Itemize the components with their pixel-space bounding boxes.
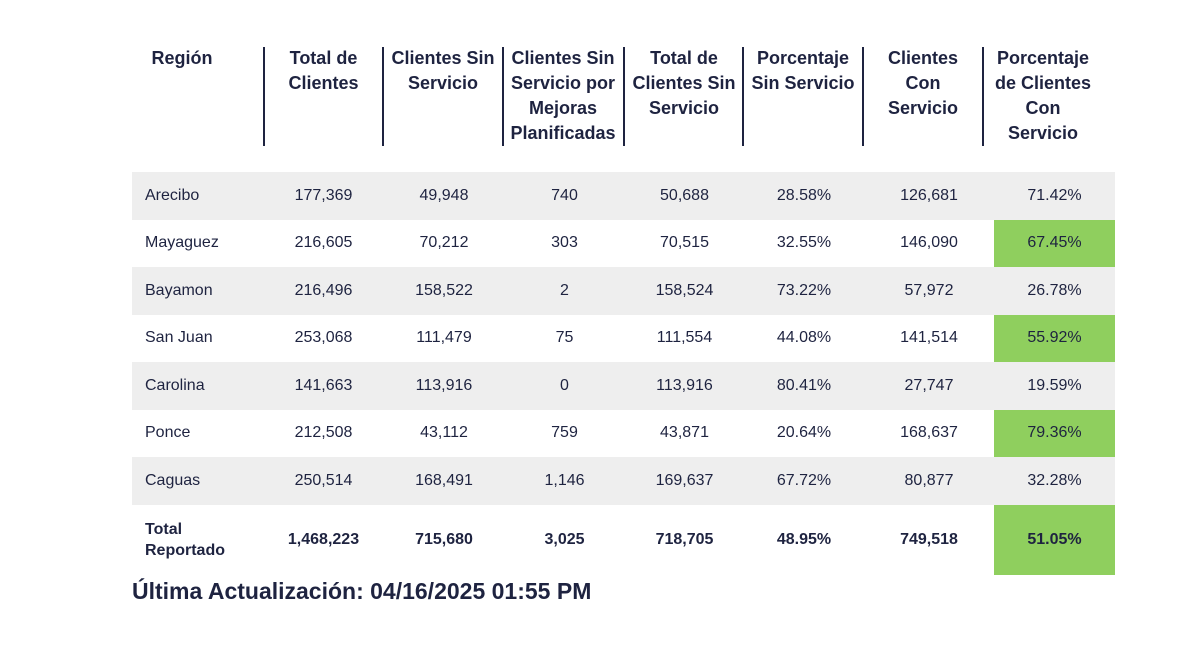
cell-total-clients: 216,496 <box>294 281 353 299</box>
cell-planned-improvements: 0 <box>560 376 569 394</box>
cell-total-without-service: 158,524 <box>655 281 714 299</box>
cell-total-clients: 1,468,223 <box>287 530 360 548</box>
cell-percent-without-service: 48.95% <box>776 530 832 548</box>
cell-region: Arecibo <box>145 186 200 204</box>
cell-planned-improvements: 2 <box>560 281 569 299</box>
total-row: Total Reportado 1,468,223 715,680 3,025 718,… <box>132 505 1115 575</box>
cell-total-clients: 216,605 <box>294 234 353 252</box>
last-updated-text: Última Actualización: 04/16/2025 01:55 P… <box>132 578 592 604</box>
cell-planned-improvements: 3,025 <box>544 530 585 548</box>
cell-percent-with-service: 19.59% <box>1027 376 1082 394</box>
cell-clients-without-service: 111,479 <box>416 329 472 347</box>
cell-clients-without-service: 70,212 <box>419 234 469 252</box>
cell-total-without-service: 70,515 <box>660 234 709 252</box>
cell-region: Carolina <box>145 376 205 394</box>
cell-percent-without-service: 67.72% <box>776 471 832 489</box>
cell-total-clients: 212,508 <box>294 424 353 442</box>
cell-percent-without-service: 20.64% <box>776 424 832 442</box>
header-divider <box>742 47 744 146</box>
cell-percent-without-service: 73.22% <box>776 281 832 299</box>
cell-planned-improvements: 759 <box>551 424 578 442</box>
table-row: Mayaguez 216,605 70,212 303 70,515 32.55% 146,… <box>132 220 1115 268</box>
cell-total-clients: 250,514 <box>294 471 353 489</box>
cell-total-without-service: 50,688 <box>660 186 709 204</box>
header-region: Región <box>151 48 213 68</box>
cell-clients-with-service: 57,972 <box>904 281 954 299</box>
table-row: Arecibo 177,369 49,948 740 50,688 28.58% 126,6… <box>132 172 1115 220</box>
cell-percent-with-service: 71.42% <box>1027 186 1082 204</box>
cell-total-without-service: 43,871 <box>660 424 709 442</box>
cell-region: Mayaguez <box>145 234 219 252</box>
cell-clients-without-service: 43,112 <box>420 424 468 442</box>
cell-region: Caguas <box>145 471 201 489</box>
outage-table: Región Total de Clientes Clientes Sin Se… <box>132 40 1115 575</box>
cell-region: Total Reportado <box>145 520 225 559</box>
cell-clients-with-service: 80,877 <box>904 471 954 489</box>
cell-total-without-service: 111,554 <box>656 329 713 347</box>
cell-planned-improvements: 75 <box>555 329 574 347</box>
header-clients-with-service: Clientes Con Servicio <box>887 48 959 118</box>
cell-clients-with-service: 749,518 <box>900 530 958 548</box>
table-row: Caguas 250,514 168,491 1,146 169,637 67.72% 80… <box>132 457 1115 505</box>
cell-clients-without-service: 168,491 <box>415 471 473 489</box>
cell-clients-without-service: 49,948 <box>419 186 469 204</box>
cell-percent-with-service: 32.28% <box>1027 471 1082 489</box>
header-total-clients: Total de Clientes <box>288 48 359 93</box>
cell-percent-with-service: 26.78% <box>1027 281 1082 299</box>
header-divider <box>502 47 504 146</box>
cell-percent-with-service: 55.92% <box>1027 329 1082 347</box>
table-row: Ponce 212,508 43,112 759 43,871 20.64% 168,637… <box>132 410 1115 458</box>
header-divider <box>862 47 864 146</box>
cell-percent-with-service: 79.36% <box>1027 424 1082 442</box>
cell-percent-without-service: 44.08% <box>776 329 832 347</box>
header-percent-with-service: Porcentaje de Clientes Con Servicio <box>994 48 1092 143</box>
header-clients-without-service: Clientes Sin Servicio <box>391 48 495 93</box>
cell-planned-improvements: 1,146 <box>544 471 585 489</box>
cell-total-clients: 253,068 <box>294 329 353 347</box>
cell-percent-with-service: 67.45% <box>1027 234 1082 252</box>
cell-planned-improvements: 740 <box>551 186 578 204</box>
header-divider <box>623 47 625 146</box>
cell-planned-improvements: 303 <box>551 234 578 252</box>
cell-total-without-service: 113,916 <box>656 376 713 394</box>
cell-total-clients: 141,663 <box>294 376 353 394</box>
cell-total-without-service: 169,637 <box>655 471 714 489</box>
header-total-without-service: Total de Clientes Sin Servicio <box>632 48 736 118</box>
header-divider <box>263 47 265 146</box>
cell-percent-without-service: 80.41% <box>776 376 832 394</box>
header-planned-improvements: Clientes Sin Servicio por Mejoras Planif… <box>510 48 616 143</box>
cell-clients-without-service: 715,680 <box>415 530 473 548</box>
table-row: San Juan 253,068 111,479 75 111,554 44.08% 141… <box>132 315 1115 363</box>
cell-total-without-service: 718,705 <box>655 530 714 548</box>
cell-region: Bayamon <box>145 281 213 299</box>
header-divider <box>382 47 384 146</box>
header-percent-without-service: Porcentaje Sin Servicio <box>751 48 855 93</box>
cell-clients-with-service: 146,090 <box>900 234 958 252</box>
cell-clients-with-service: 168,637 <box>900 424 958 442</box>
cell-total-clients: 177,369 <box>294 186 353 204</box>
table-row: Carolina 141,663 113,916 0 113,916 80.41% 27,7… <box>132 362 1115 410</box>
cell-clients-with-service: 27,747 <box>904 376 954 394</box>
cell-clients-without-service: 113,916 <box>415 376 473 394</box>
cell-percent-without-service: 32.55% <box>776 234 832 252</box>
header-divider <box>982 47 984 146</box>
cell-percent-with-service: 51.05% <box>1027 530 1082 548</box>
cell-region: Ponce <box>145 424 191 442</box>
cell-region: San Juan <box>145 329 213 347</box>
cell-clients-with-service: 126,681 <box>900 186 958 204</box>
cell-clients-without-service: 158,522 <box>415 281 473 299</box>
cell-clients-with-service: 141,514 <box>900 329 958 347</box>
table-header: Región Total de Clientes Clientes Sin Se… <box>132 40 1115 172</box>
cell-percent-without-service: 28.58% <box>776 186 832 204</box>
table-row: Bayamon 216,496 158,522 2 158,524 73.22% 57,97… <box>132 267 1115 315</box>
